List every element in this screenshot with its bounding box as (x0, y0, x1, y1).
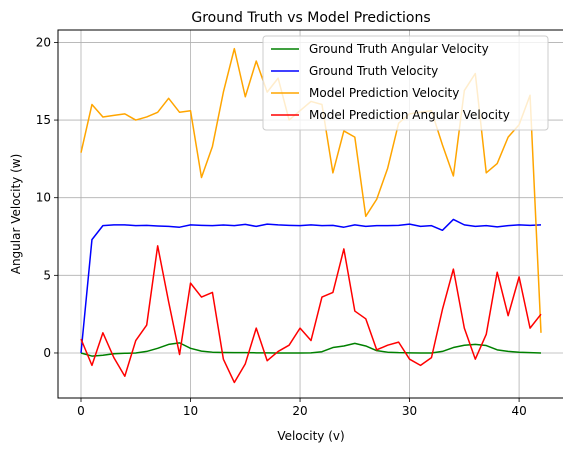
series-line-4 (80, 245, 542, 384)
legend-label: Model Prediction Velocity (309, 86, 459, 100)
series-line-2 (80, 218, 542, 354)
y-tick-label: 20 (36, 35, 51, 49)
plot-frame (57, 29, 563, 399)
x-tick-label: 20 (292, 404, 307, 418)
y-tick-label: 10 (36, 191, 51, 205)
legend-box (262, 35, 549, 131)
y-axis-label: Angular Velocity (w) (9, 154, 23, 275)
y-tick-label: 0 (43, 346, 51, 360)
x-tick-label: 40 (511, 404, 526, 418)
y-tick-label: 15 (36, 113, 51, 127)
legend-label: Ground Truth Angular Velocity (309, 42, 489, 56)
x-tick-label: 30 (402, 404, 417, 418)
x-tick-label: 10 (183, 404, 198, 418)
chart-title: Ground Truth vs Model Predictions (191, 10, 430, 26)
x-tick-label: 0 (77, 404, 85, 418)
series-line-1 (80, 342, 542, 357)
legend-label: Model Prediction Angular Velocity (309, 108, 510, 122)
ticks: 0 10 20 30 40 0 5 10 15 20 (36, 35, 527, 418)
y-tick-label: 5 (43, 268, 51, 282)
legend-label: Ground Truth Velocity (309, 64, 438, 78)
legend: Ground Truth Angular Velocity Ground Trut… (262, 35, 549, 131)
x-axis-label: Velocity (v) (277, 429, 344, 443)
